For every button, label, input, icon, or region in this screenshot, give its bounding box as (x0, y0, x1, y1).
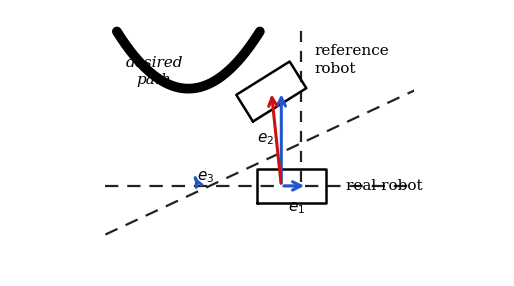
Text: $e_2$: $e_2$ (257, 131, 274, 146)
Text: $e_1$: $e_1$ (288, 200, 305, 216)
Text: real robot: real robot (345, 179, 423, 193)
Text: reference
robot: reference robot (314, 44, 389, 76)
Text: desired
path: desired path (125, 56, 183, 87)
Text: $e_3$: $e_3$ (197, 170, 214, 185)
